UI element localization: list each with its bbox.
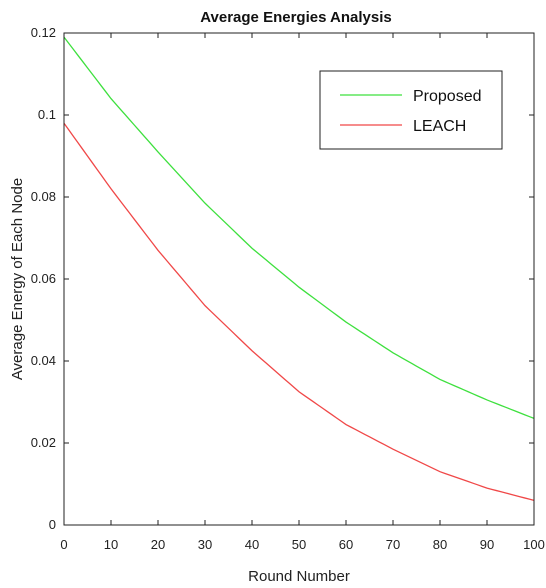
x-tick-label: 30 (198, 537, 212, 552)
x-tick-label: 70 (386, 537, 400, 552)
series-line-leach (63, 122, 535, 502)
x-axis-label: Round Number (248, 568, 350, 585)
x-tick-label: 50 (292, 537, 306, 552)
legend-box (319, 70, 503, 150)
y-tick-label: 0.08 (31, 189, 56, 204)
x-tick-label: 40 (245, 537, 259, 552)
x-tick-label: 20 (151, 537, 165, 552)
y-tick-label: 0 (49, 517, 56, 532)
x-tick-label: 80 (433, 537, 447, 552)
legend: Proposed LEACH (319, 70, 503, 150)
y-tick-label: 0.12 (31, 25, 56, 40)
x-tick-label: 10 (104, 537, 118, 552)
x-tick-label: 90 (480, 537, 494, 552)
legend-label-proposed: Proposed (413, 88, 482, 105)
x-tick-label: 100 (523, 537, 545, 552)
legend-label-leach: LEACH (413, 118, 466, 135)
y-tick-label: 0.04 (31, 353, 56, 368)
y-tick-label: 0.02 (31, 435, 56, 450)
plot-lines (63, 36, 535, 502)
y-tick-label: 0.1 (38, 107, 56, 122)
axis-ticks: 0 10 20 30 40 50 60 70 80 90 100 0 0.02 0.04 0.06 0.08 0… (31, 25, 545, 552)
chart-title: Average Energies Analysis (200, 9, 391, 26)
series-line-proposed (63, 36, 535, 420)
y-tick-label: 0.06 (31, 271, 56, 286)
x-tick-label: 60 (339, 537, 353, 552)
y-axis-label: Average Energy of Each Node (9, 178, 26, 380)
x-tick-label: 0 (60, 537, 67, 552)
